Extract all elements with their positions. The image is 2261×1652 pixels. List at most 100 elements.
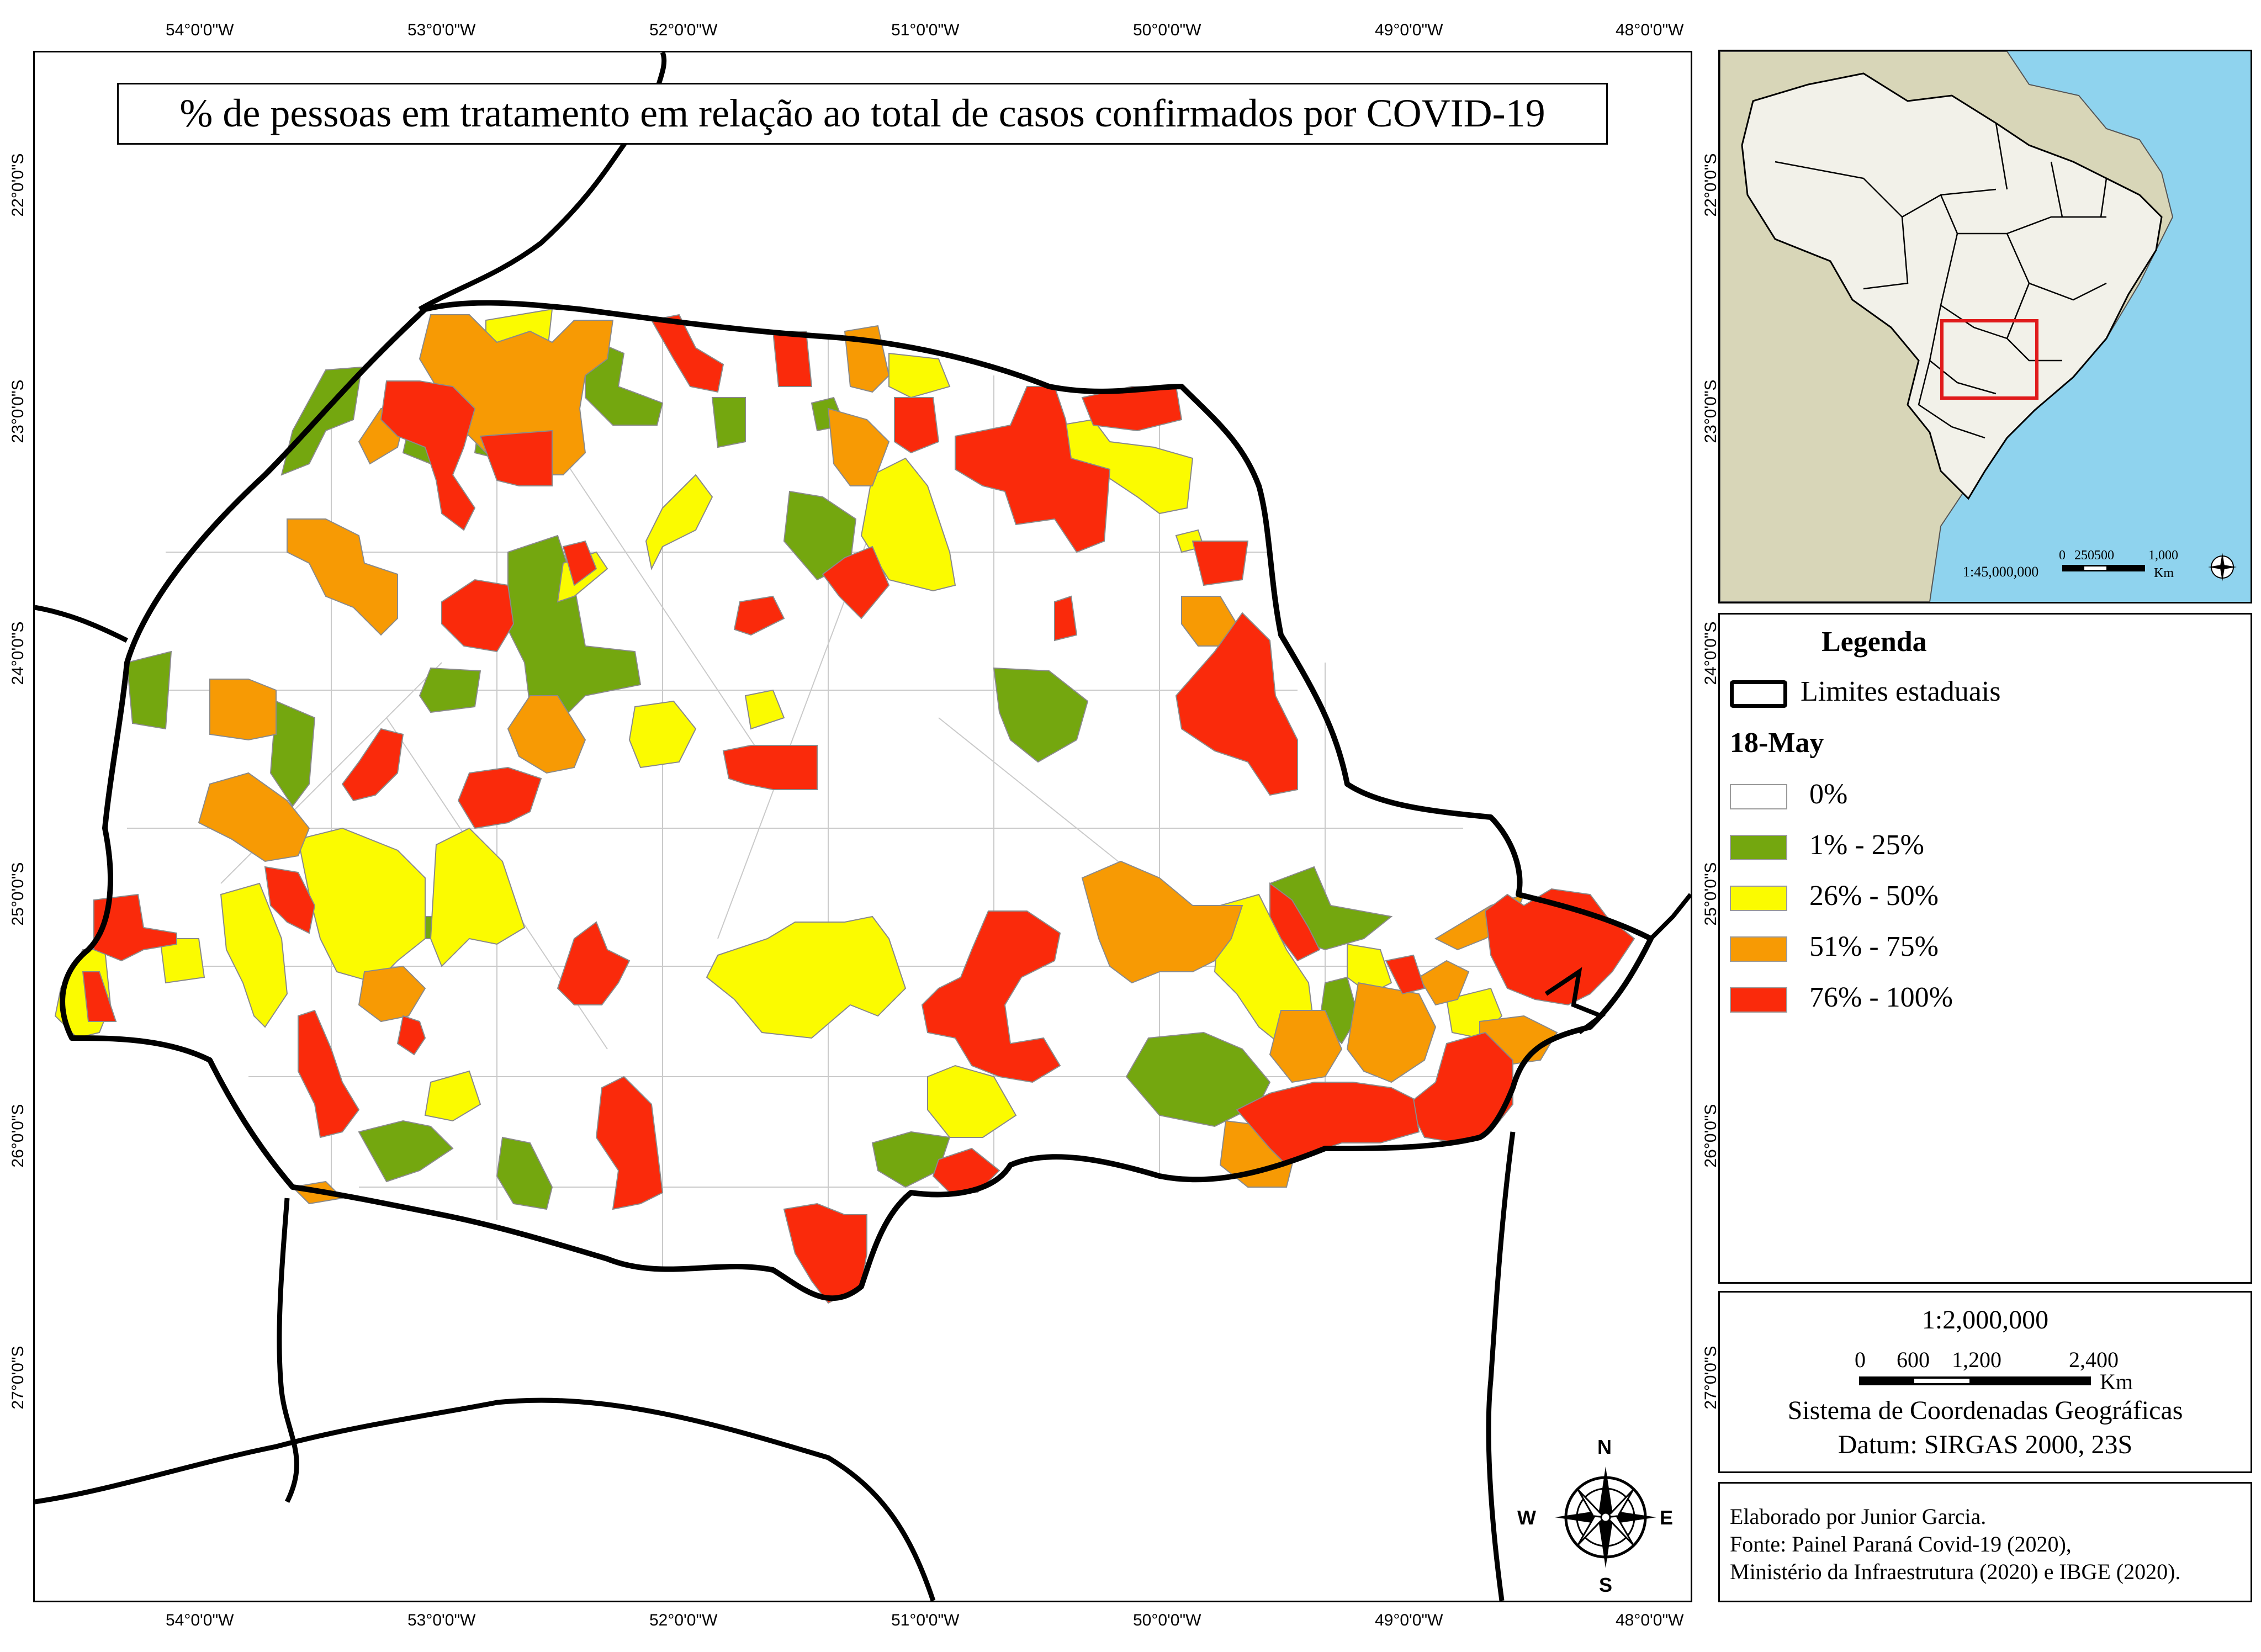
lat-label-right-22: 22°0'0"S: [1702, 153, 1720, 217]
inset-scale-0: 0: [2059, 548, 2066, 563]
muni-green-q: [358, 1120, 454, 1183]
muni-green-l: [993, 667, 1089, 763]
credit-author: Elaborado por Junior Garcia.: [1730, 1504, 1987, 1529]
muni-red-f: [380, 380, 476, 531]
muni-orange-g: [507, 695, 586, 774]
scale-label-2400: 2,400: [2069, 1347, 2119, 1372]
muni-red-x: [595, 1076, 664, 1210]
compass-n-label: N: [1597, 1436, 1612, 1458]
inset-compass-icon: [2208, 553, 2237, 581]
lat-label-left-23: 23°0'0"S: [9, 379, 27, 443]
muni-red-p: [341, 728, 404, 802]
muni-red-r: [264, 866, 316, 934]
lat-label-right-24: 24°0'0"S: [1702, 621, 1720, 685]
legend-box: Legenda Limites estaduais 18-May 0% 1% -…: [1718, 613, 2252, 1284]
scale-label-1200: 1,200: [1952, 1347, 2001, 1372]
lon-label-bottom-53: 53°0'0"W: [407, 1611, 476, 1629]
lon-label-top-53: 53°0'0"W: [407, 21, 476, 39]
compass-rose-icon: [1555, 1466, 1656, 1568]
credit-source-2: Ministério da Infraestrutura (2020) e IB…: [1730, 1559, 2181, 1584]
map-title: % de pessoas em tratamento em relação ao…: [117, 83, 1608, 145]
inset-scale-unit: Km: [2154, 566, 2174, 580]
muni-orange-b: [844, 325, 890, 393]
muni-yellow-g: [628, 700, 697, 769]
muni-red-h: [822, 546, 890, 620]
legend-boundary-label: Limites estaduais: [1801, 676, 2001, 707]
legend-class-2-label: 26% - 50%: [1809, 880, 1939, 912]
muni-orange-c: [827, 407, 890, 486]
compass-s-label: S: [1599, 1574, 1613, 1596]
muni-yellow-m: [159, 938, 205, 984]
parana-choropleth-map: [35, 52, 1691, 1601]
muni-red-m: [441, 579, 515, 653]
muni-orange-n: [1418, 960, 1470, 1006]
inset-scale-1000: 1,000: [2148, 548, 2178, 563]
state-boundary-ms-pr-west: [35, 605, 129, 643]
muni-orange-m: [1346, 982, 1437, 1083]
lon-label-bottom-48: 48°0'0"W: [1616, 1611, 1684, 1629]
lon-label-top-50: 50°0'0"W: [1133, 21, 1201, 39]
lon-label-bottom-52: 52°0'0"W: [649, 1611, 718, 1629]
north-arrow: N S W E: [1517, 1436, 1674, 1596]
scale-label-600: 600: [1897, 1347, 1930, 1372]
inset-brazil: [1741, 72, 2163, 500]
lat-label-left-25: 25°0'0"S: [9, 862, 27, 926]
coast-east-extension: [1649, 893, 1691, 940]
swatch-class-0: [1730, 784, 1787, 810]
muni-red-u: [557, 921, 631, 1005]
lat-label-right-23: 23°0'0"S: [1702, 379, 1720, 443]
muni-red-i: [733, 595, 785, 636]
credit-source-1: Fonte: Painel Paraná Covid-19 (2020),: [1730, 1532, 2072, 1556]
compass-w-label: W: [1517, 1506, 1536, 1529]
muni-yellow-b: [888, 352, 951, 399]
lat-label-left-26: 26°0'0"S: [9, 1104, 27, 1168]
muni-yellow-h: [744, 689, 785, 730]
swatch-class-3: [1730, 936, 1787, 962]
legend-row-1: 1% - 25%: [1730, 829, 1924, 861]
lat-label-right-25: 25°0'0"S: [1702, 862, 1720, 926]
credits-box: Elaborado por Junior Garcia. Fonte: Pain…: [1718, 1482, 2252, 1602]
state-boundary-swatch: [1730, 680, 1787, 708]
scale-unit: Km: [2100, 1369, 2133, 1394]
muni-red-j: [1054, 595, 1078, 642]
crs-line-1: Sistema de Coordenadas Geográficas: [1787, 1396, 2183, 1425]
muni-green-j: [126, 650, 172, 730]
legend-row-0: 0%: [1730, 778, 1847, 811]
muni-red-t: [82, 971, 117, 1022]
lat-label-right-27: 27°0'0"S: [1702, 1346, 1720, 1410]
swatch-class-4: [1730, 987, 1787, 1013]
lon-label-top-49: 49°0'0"W: [1375, 21, 1443, 39]
muni-orange-f: [209, 679, 277, 741]
muni-yellow-l: [220, 882, 288, 1028]
muni-red-v: [396, 1015, 426, 1056]
muni-green-i: [419, 667, 481, 713]
scale-label-0: 0: [1855, 1347, 1866, 1372]
lat-label-left-24: 24°0'0"S: [9, 621, 27, 685]
muni-red-c: [894, 397, 940, 454]
lon-label-top-54: 54°0'0"W: [166, 21, 234, 39]
lat-label-right-26: 26°0'0"S: [1702, 1104, 1720, 1168]
muni-yellow-j: [297, 827, 426, 984]
crs-line-2: Datum: SIRGAS 2000, 23S: [1838, 1430, 2133, 1459]
inset-highlight-box: [1940, 319, 2038, 400]
inset-scale-ratio: 1:45,000,000: [1963, 564, 2039, 580]
muni-orange-j: [1081, 860, 1243, 984]
muni-yellow-p: [927, 1065, 1017, 1138]
muni-red-n: [562, 540, 597, 586]
muni-green-k: [269, 700, 316, 807]
lon-label-top-51: 51°0'0"W: [891, 21, 960, 39]
lon-label-bottom-49: 49°0'0"W: [1375, 1611, 1443, 1629]
legend-class-4-label: 76% - 100%: [1809, 982, 1953, 1013]
scale-box: 1:2,000,000 0 600 1,200 2,400 Km Sistema…: [1718, 1291, 2252, 1473]
compass-e-label: E: [1660, 1506, 1674, 1529]
muni-red-b: [772, 331, 813, 387]
muni-red-aa: [1385, 954, 1426, 995]
legend-row-4: 76% - 100%: [1730, 981, 1953, 1014]
state-boundary-sc-rs-bottom: [35, 1397, 936, 1601]
muni-red-d: [955, 386, 1111, 553]
lat-label-left-22: 22°0'0"S: [9, 153, 27, 217]
muni-orange-i: [358, 965, 426, 1023]
coast-sc: [1486, 1131, 1516, 1601]
lat-label-left-27: 27°0'0"S: [9, 1346, 27, 1410]
legend-row-boundary: Limites estaduais: [1730, 675, 2000, 708]
